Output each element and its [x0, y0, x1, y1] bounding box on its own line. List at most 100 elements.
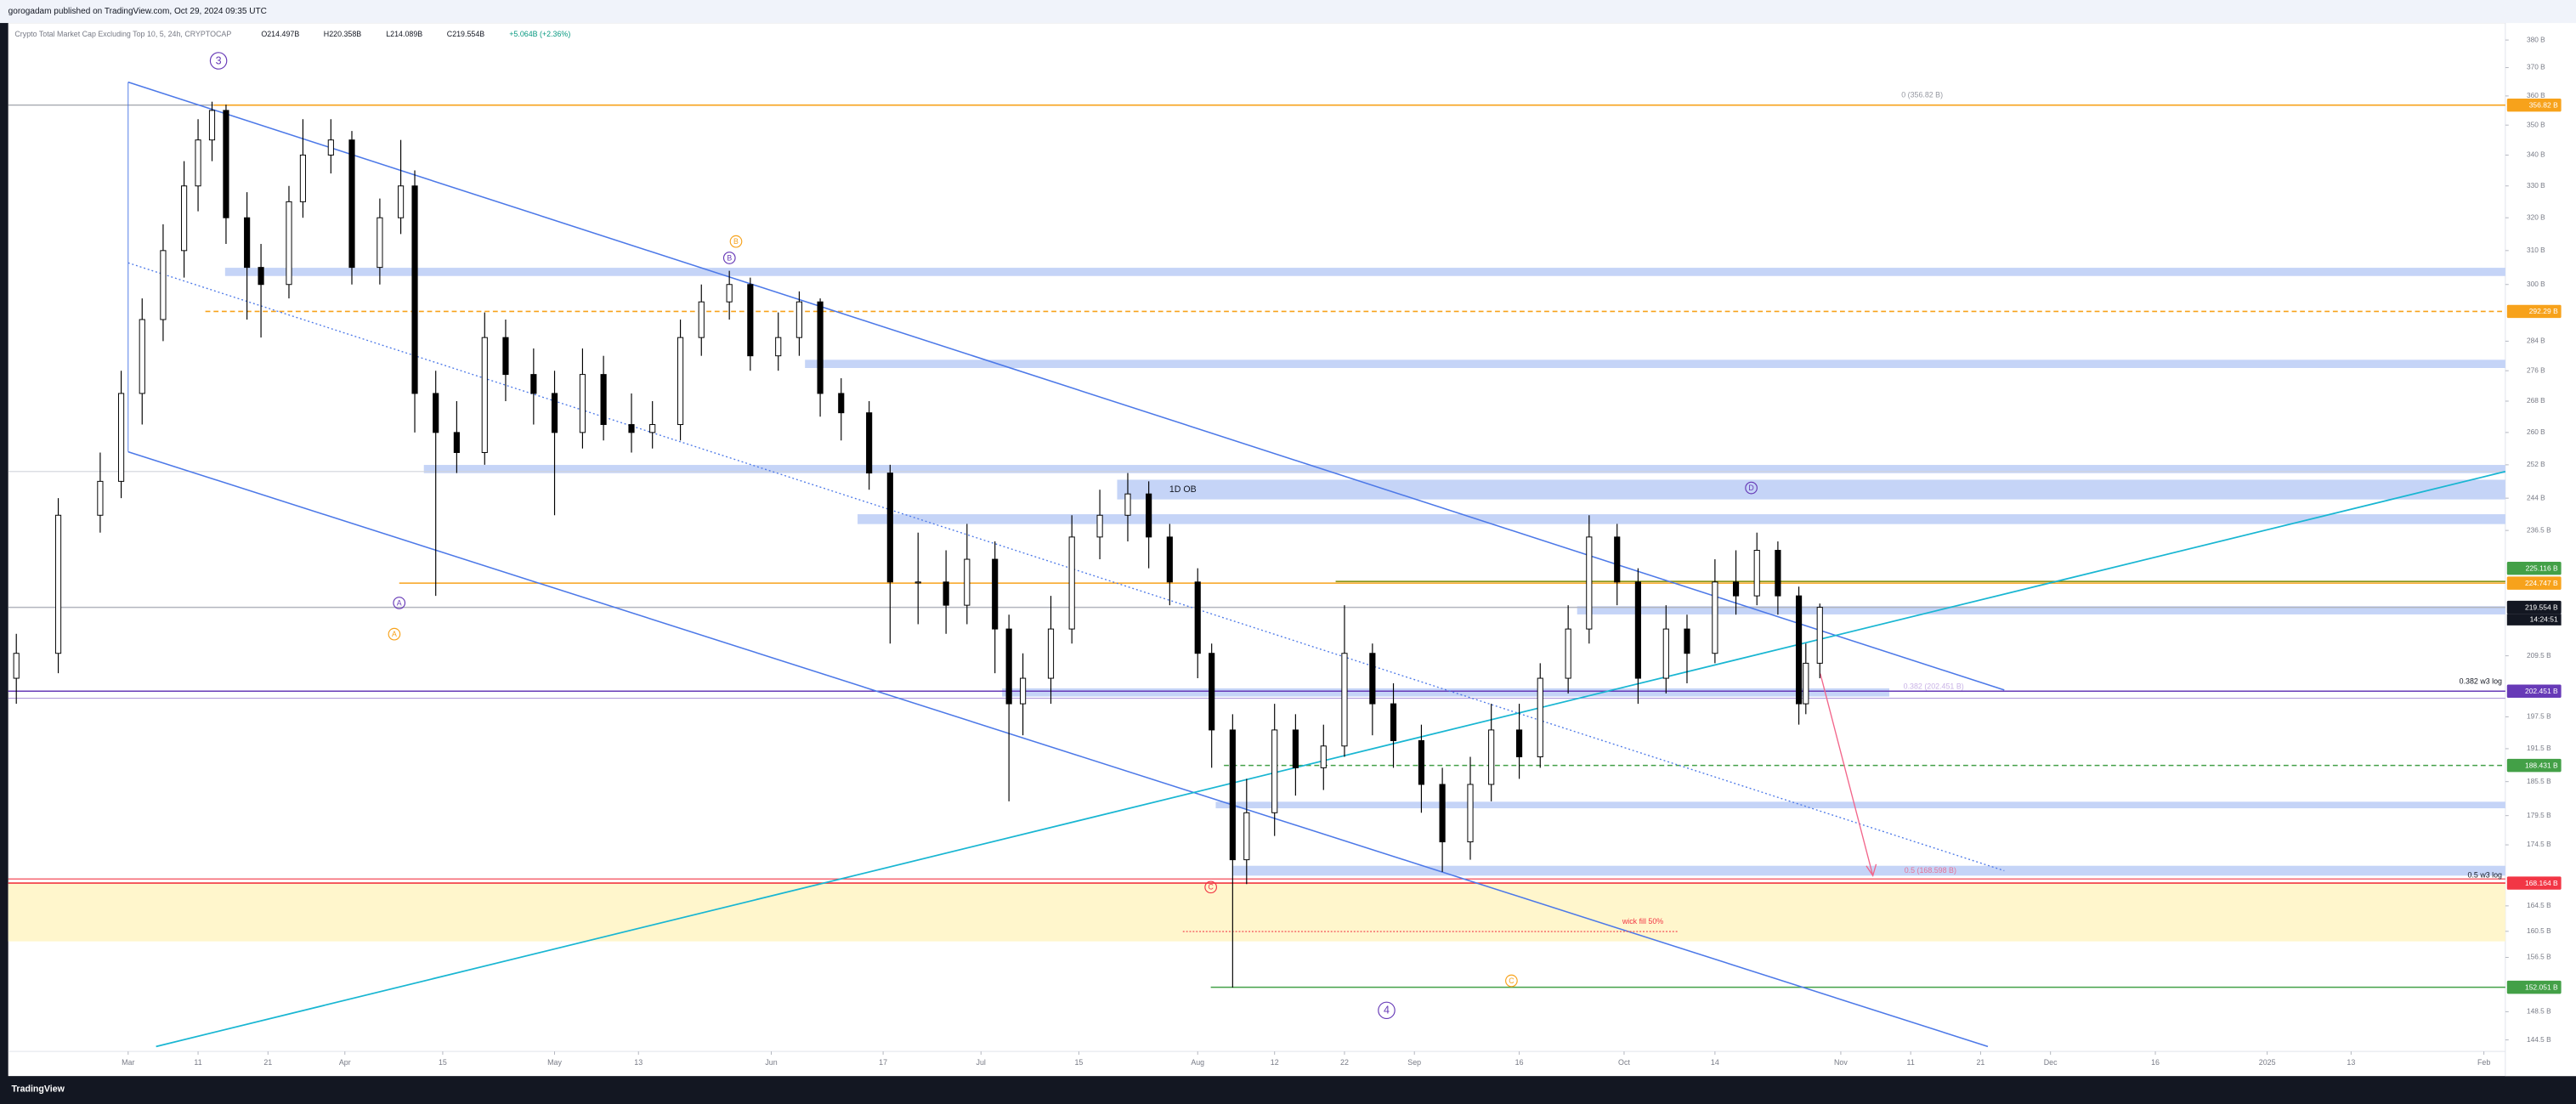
y-tick-label: 191.5 B	[2527, 744, 2551, 752]
y-tick-label: 284 B	[2527, 337, 2545, 345]
wave-label: D	[1748, 484, 1753, 492]
candle-body	[726, 284, 733, 303]
candle-body	[1020, 677, 1027, 705]
annotation: wick fill 50%	[1622, 917, 1663, 926]
ohlc-open: O214.497B	[261, 30, 299, 38]
candle-body	[208, 110, 216, 141]
ohlc-low: L214.089B	[386, 30, 422, 38]
price-label-box	[2506, 758, 2562, 773]
candle-body	[579, 374, 586, 433]
candle-body	[698, 301, 705, 338]
wave-circle	[1204, 880, 1217, 894]
candle-body	[1712, 581, 1718, 654]
price-label-box	[2506, 684, 2562, 699]
price-label: 152.051 B	[2525, 982, 2558, 991]
y-tick-label: 268 B	[2527, 396, 2545, 405]
wave-circle	[393, 597, 406, 609]
annotation: 0.5 w3 log	[2468, 871, 2503, 880]
price-label-box	[2506, 980, 2562, 994]
zone	[1577, 606, 2505, 614]
candle-body	[54, 514, 62, 654]
x-tick-label: Dec	[2044, 1058, 2058, 1067]
candle-body	[376, 217, 383, 269]
candle-body	[1047, 628, 1055, 679]
wave-label: C	[1208, 883, 1213, 892]
wave-circle	[729, 235, 743, 248]
y-tick-label: 179.5 B	[2527, 811, 2551, 819]
price-axis	[2505, 23, 2576, 1077]
wave-label: A	[397, 598, 402, 607]
x-tick-label: 15	[439, 1058, 447, 1067]
candle-body	[1467, 784, 1474, 843]
candle-body	[1418, 739, 1425, 785]
annotation: 0.382 w3 log	[2460, 677, 2502, 686]
wave-label: 3	[216, 54, 222, 66]
candle-body	[1146, 493, 1152, 538]
header-bar	[0, 0, 2576, 24]
candle-body	[530, 374, 537, 394]
candle-body	[1390, 703, 1397, 741]
candle-body	[139, 319, 145, 394]
x-tick-label: 17	[879, 1058, 887, 1067]
price-label: 168.164 B	[2525, 879, 2558, 887]
trend-line	[156, 470, 2506, 1048]
candle-body	[1803, 662, 1809, 705]
candle-body	[1634, 581, 1641, 679]
zone	[1117, 479, 2505, 500]
candle-body	[1292, 729, 1299, 768]
y-tick-label: 244 B	[2527, 493, 2545, 501]
annotation: 1D OB	[1169, 484, 1197, 495]
countdown: 14:24:51	[2530, 615, 2558, 624]
channel-line	[127, 450, 1989, 1048]
wave-label: 4	[1384, 1005, 1390, 1016]
candle-body	[1537, 677, 1543, 757]
x-tick-label: Jun	[765, 1058, 777, 1067]
y-tick-label: 300 B	[2527, 280, 2545, 288]
candle-body	[1775, 550, 1781, 597]
channel-mid	[127, 262, 2005, 872]
zone	[858, 514, 2505, 524]
candle-body	[118, 393, 125, 482]
x-tick-label: 21	[1976, 1058, 1984, 1067]
y-tick-label: 252 B	[2527, 460, 2545, 468]
x-tick-label: Apr	[339, 1058, 351, 1067]
candle-body	[1320, 745, 1327, 768]
candle-body	[886, 473, 893, 583]
candle-body	[1369, 653, 1376, 705]
channel-line	[127, 81, 2005, 691]
x-tick-label: May	[547, 1058, 562, 1067]
zone	[1002, 688, 1889, 697]
candle-body	[258, 267, 264, 286]
candle-body	[1684, 628, 1690, 654]
y-tick-label: 156.5 B	[2527, 953, 2551, 961]
candle-body	[943, 581, 949, 606]
x-tick-label: 13	[634, 1058, 643, 1067]
ohlc-close: C219.554B	[447, 30, 484, 38]
candle-body	[1614, 536, 1621, 583]
y-tick-label: 160.5 B	[2527, 926, 2551, 935]
y-tick-label: 164.5 B	[2527, 901, 2551, 909]
y-tick-label: 340 B	[2527, 150, 2545, 159]
candle-body	[1005, 628, 1012, 705]
candle-body	[992, 558, 999, 630]
candle-body	[838, 393, 845, 414]
zone	[8, 882, 2505, 942]
candle-body	[1341, 653, 1348, 747]
zone	[1215, 801, 2505, 809]
candle-body	[551, 393, 558, 433]
wave-label: A	[392, 630, 397, 638]
candle-body	[775, 337, 782, 357]
candle-body	[677, 337, 684, 426]
y-tick-label: 209.5 B	[2527, 651, 2551, 660]
y-tick-label: 174.5 B	[2527, 840, 2551, 848]
x-tick-label: 15	[1074, 1058, 1083, 1067]
x-tick-label: Oct	[1618, 1058, 1630, 1067]
price-label: 202.451 B	[2525, 687, 2558, 695]
wave-circle	[388, 627, 401, 641]
x-tick-label: Mar	[122, 1058, 134, 1067]
candle-body	[1816, 607, 1823, 664]
x-tick-label: 11	[1907, 1058, 1915, 1067]
y-tick-label: 236.5 B	[2527, 525, 2551, 534]
y-tick-label: 350 B	[2527, 120, 2545, 128]
